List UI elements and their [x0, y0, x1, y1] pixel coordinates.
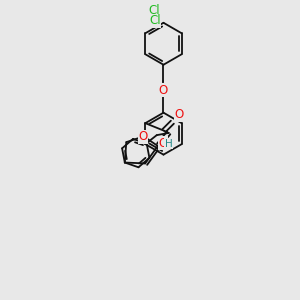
Text: O: O — [158, 137, 167, 150]
Text: Cl: Cl — [148, 4, 160, 17]
Text: O: O — [159, 84, 168, 97]
Text: Cl: Cl — [149, 14, 161, 27]
Text: O: O — [138, 130, 147, 143]
Text: H: H — [165, 139, 172, 149]
Text: O: O — [174, 108, 183, 121]
